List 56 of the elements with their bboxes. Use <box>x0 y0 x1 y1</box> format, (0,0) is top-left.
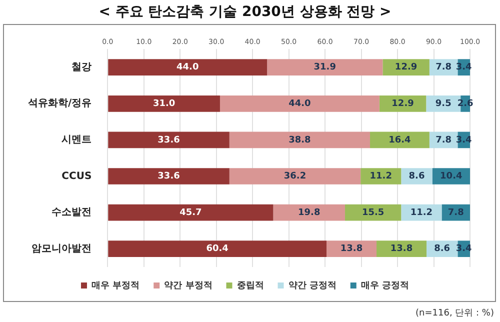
bar <box>379 95 426 112</box>
data-label: 7.8 <box>448 208 464 218</box>
y-tick-label: 암모니아발전 <box>32 243 92 254</box>
bar <box>108 95 220 112</box>
legend-label: 약간 부정적 <box>164 280 212 291</box>
legend-label: 매우 부정적 <box>91 280 140 291</box>
chart-title: < 주요 탄소감축 기술 2030년 상용화 전망 > <box>98 4 392 20</box>
bar <box>108 59 268 76</box>
legend-label: 중립적 <box>236 280 264 291</box>
data-label: 11.2 <box>370 172 392 182</box>
data-label: 15.5 <box>362 208 384 218</box>
bar <box>360 168 402 184</box>
data-label: 44.0 <box>288 98 311 109</box>
data-label: 31.9 <box>314 62 336 73</box>
bar <box>382 59 430 76</box>
data-label: 8.6 <box>408 172 425 182</box>
legend-label: 약간 긍정적 <box>288 280 336 291</box>
data-label: 8.6 <box>434 244 450 254</box>
bar <box>370 132 430 148</box>
data-label: 45.7 <box>180 208 202 218</box>
text: (n=116, 단위 : %) <box>416 308 494 318</box>
data-label: 60.4 <box>206 244 228 254</box>
data-label: 10.4 <box>440 172 462 182</box>
data-label: 16.4 <box>388 135 411 146</box>
data-label: 33.6 <box>158 172 180 182</box>
data-label: 7.8 <box>436 135 452 146</box>
bar <box>229 132 370 148</box>
bar <box>376 240 427 258</box>
y-tick-label: 수소발전 <box>52 207 92 218</box>
bar <box>229 168 361 184</box>
data-label: 38.8 <box>288 135 311 146</box>
y-tick-label: CCUS <box>62 170 92 182</box>
data-label: 11.2 <box>410 208 433 218</box>
data-label: 7.8 <box>436 62 452 73</box>
bar <box>108 168 230 184</box>
data-label: 12.9 <box>394 62 418 73</box>
y-tick-label: 시멘트 <box>62 134 92 146</box>
data-label: 13.8 <box>390 244 413 254</box>
y-tick-label: 석유화학/정유 <box>28 98 92 110</box>
data-label: 9.5 <box>435 98 452 109</box>
y-tick-label: 철강 <box>72 62 92 73</box>
bar <box>108 132 230 148</box>
bar <box>267 59 383 76</box>
data-label: 12.9 <box>392 98 414 109</box>
data-label: 44.0 <box>176 62 199 73</box>
bar <box>220 95 380 112</box>
data-label: 31.0 <box>152 98 176 109</box>
bar <box>108 204 274 221</box>
data-label: 19.8 <box>298 208 320 218</box>
bar <box>108 240 327 258</box>
data-label: 36.2 <box>284 172 306 182</box>
data-label: 33.6 <box>158 135 180 146</box>
legend-label: 매우 긍정적 <box>360 280 410 291</box>
bar <box>326 240 377 258</box>
data-label: 13.8 <box>340 244 363 254</box>
bar <box>273 204 345 221</box>
